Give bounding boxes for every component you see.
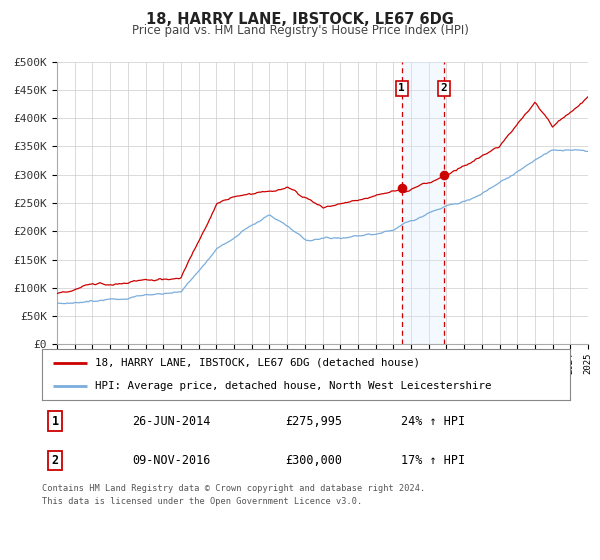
- Point: [397, 184, 407, 193]
- Text: £275,995: £275,995: [285, 414, 342, 428]
- Text: 26-JUN-2014: 26-JUN-2014: [132, 414, 210, 428]
- Text: 2: 2: [52, 454, 59, 467]
- Text: 18, HARRY LANE, IBSTOCK, LE67 6DG (detached house): 18, HARRY LANE, IBSTOCK, LE67 6DG (detac…: [95, 358, 420, 368]
- Bar: [402, 62, 444, 344]
- Point: [439, 170, 449, 179]
- Text: 09-NOV-2016: 09-NOV-2016: [132, 454, 210, 467]
- Text: HPI: Average price, detached house, North West Leicestershire: HPI: Average price, detached house, Nort…: [95, 381, 491, 391]
- Text: 1: 1: [398, 83, 405, 94]
- Text: 24% ↑ HPI: 24% ↑ HPI: [401, 414, 465, 428]
- Text: 2: 2: [440, 83, 447, 94]
- Text: Contains HM Land Registry data © Crown copyright and database right 2024.
This d: Contains HM Land Registry data © Crown c…: [42, 484, 425, 506]
- Text: 18, HARRY LANE, IBSTOCK, LE67 6DG: 18, HARRY LANE, IBSTOCK, LE67 6DG: [146, 12, 454, 27]
- Text: £300,000: £300,000: [285, 454, 342, 467]
- Text: 1: 1: [52, 414, 59, 428]
- Text: 17% ↑ HPI: 17% ↑ HPI: [401, 454, 465, 467]
- Text: Price paid vs. HM Land Registry's House Price Index (HPI): Price paid vs. HM Land Registry's House …: [131, 24, 469, 37]
